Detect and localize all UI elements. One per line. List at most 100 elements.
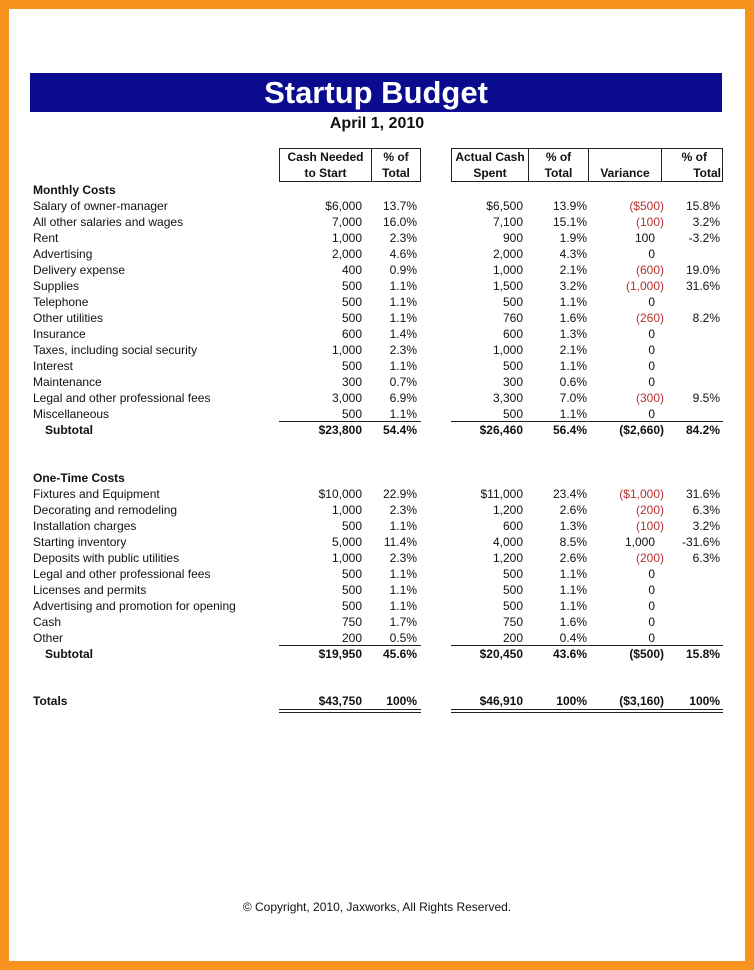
row-label: Insurance [33, 327, 86, 341]
table-row: Other utilities 500 1.1% 760 1.6% (260) 8.2% [9, 310, 745, 326]
variance: 0 [648, 375, 655, 389]
cash-needed: 1,000 [331, 231, 362, 245]
variance: (100) [635, 519, 664, 533]
pct-total-1: 100% [386, 694, 417, 708]
pct-total-1: 4.6% [389, 247, 417, 261]
pct-total-2: 0.4% [559, 631, 587, 645]
pct-total-1: 2.3% [389, 503, 417, 517]
actual-spent: 600 [502, 519, 523, 533]
row-label: Fixtures and Equipment [33, 487, 160, 501]
pct-total-1: 6.9% [389, 391, 417, 405]
header-line: Spent [473, 166, 507, 180]
row-label: Salary of owner-manager [33, 199, 168, 213]
table-row: Legal and other professional fees 3,000 6.… [9, 390, 745, 406]
actual-spent: 300 [502, 375, 523, 389]
table-row: Salary of owner-manager $6,000 13.7% $6,500… [9, 198, 745, 214]
actual-spent: 500 [502, 599, 523, 613]
pct-total-1: 1.1% [389, 583, 417, 597]
pct-total-2: 1.3% [559, 327, 587, 341]
pct-total-1: 1.1% [389, 311, 417, 325]
header-line: Variance [600, 166, 650, 180]
actual-spent: 600 [502, 327, 523, 341]
subtotal-row: Subtotal $23,800 54.4% $26,460 56.4% ($2,660)… [9, 422, 745, 438]
table-row: Miscellaneous 500 1.1% 500 1.1% 0 [9, 406, 745, 422]
pct-total-1: 11.4% [383, 535, 417, 549]
actual-spent: 3,300 [492, 391, 523, 405]
header-box-planned: Cash Needed to Start % of Total [279, 148, 421, 182]
subtotal-rule [279, 645, 421, 646]
cash-needed: 300 [341, 375, 362, 389]
actual-spent: 1,200 [492, 503, 523, 517]
pct-total-2: 100% [556, 694, 587, 708]
header-actual-cash: Actual Cash Spent [452, 149, 529, 181]
cash-needed: 500 [341, 295, 362, 309]
pct-total-1: 16.0% [382, 215, 417, 229]
header-line: Total [693, 166, 721, 180]
variance: 0 [648, 407, 655, 421]
header-line: Total [544, 166, 573, 180]
pct-total-2: 1.1% [559, 583, 587, 597]
actual-spent: 1,000 [492, 343, 523, 357]
pct-total-3: 3.2% [692, 215, 720, 229]
pct-total-1: 0.9% [389, 263, 417, 277]
header-pct-total-3: % of Total [662, 149, 722, 181]
cash-needed: 500 [341, 279, 362, 293]
row-label: Advertising and promotion for opening [33, 599, 236, 613]
row-label: Telephone [33, 295, 89, 309]
cash-needed: 400 [341, 263, 362, 277]
pct-total-2: 1.1% [559, 359, 587, 373]
pct-total-3: 3.2% [692, 519, 720, 533]
row-label: Starting inventory [33, 535, 127, 549]
variance: ($500) [629, 199, 664, 213]
pct-total-3: -31.6% [681, 535, 720, 549]
row-label: Maintenance [33, 375, 102, 389]
pct-total-2: 1.6% [559, 615, 587, 629]
copyright: © Copyright, 2010, Jaxworks, All Rights … [242, 900, 512, 914]
actual-spent: 1,200 [492, 551, 523, 565]
variance: (300) [635, 391, 664, 405]
pct-total-2: 56.4% [552, 423, 587, 437]
section-heading: Monthly Costs [9, 182, 745, 198]
table-row: All other salaries and wages 7,000 16.0% 7,… [9, 214, 745, 230]
variance: 0 [648, 567, 655, 581]
actual-spent: 900 [502, 231, 523, 245]
pct-total-3: 6.3% [692, 551, 720, 565]
actual-spent: 500 [502, 583, 523, 597]
variance: 0 [648, 343, 655, 357]
pct-total-1: 0.5% [389, 631, 417, 645]
table-row: Interest 500 1.1% 500 1.1% 0 [9, 358, 745, 374]
header-box-actual: Actual Cash Spent % of Total Variance % … [451, 148, 723, 182]
pct-total-2: 2.1% [559, 343, 587, 357]
pct-total-3: 84.2% [685, 423, 720, 437]
pct-total-3: 9.5% [692, 391, 720, 405]
variance: 0 [648, 327, 655, 341]
pct-total-1: 1.4% [389, 327, 417, 341]
header-line [589, 149, 661, 165]
cash-needed: $43,750 [318, 694, 362, 708]
variance: ($2,660) [619, 423, 664, 437]
variance: ($1,000) [619, 487, 664, 501]
cash-needed: $6,000 [325, 199, 362, 213]
pct-total-1: 1.1% [389, 295, 417, 309]
actual-spent: 4,000 [492, 535, 523, 549]
actual-spent: 500 [502, 407, 523, 421]
pct-total-2: 1.1% [559, 599, 587, 613]
pct-total-2: 23.4% [552, 487, 587, 501]
subtotal-rule [279, 421, 421, 422]
actual-spent: $11,000 [480, 487, 524, 501]
cash-needed: 500 [341, 311, 362, 325]
pct-total-1: 2.3% [389, 551, 417, 565]
variance: 100 [634, 231, 655, 245]
cash-needed: 500 [341, 599, 362, 613]
row-label: Miscellaneous [33, 407, 110, 421]
variance: (260) [635, 311, 664, 325]
header-pct-total-1: % of Total [372, 149, 420, 181]
header-line: to Start [304, 166, 347, 180]
variance: 1,000 [624, 535, 655, 549]
header-pct-total-2: % of Total [529, 149, 589, 181]
table-row: Other 200 0.5% 200 0.4% 0 [9, 630, 745, 646]
row-label: Licenses and permits [33, 583, 147, 597]
cash-needed: 1,000 [331, 343, 362, 357]
variance: ($500) [629, 647, 664, 661]
cash-needed: $19,950 [318, 647, 362, 661]
